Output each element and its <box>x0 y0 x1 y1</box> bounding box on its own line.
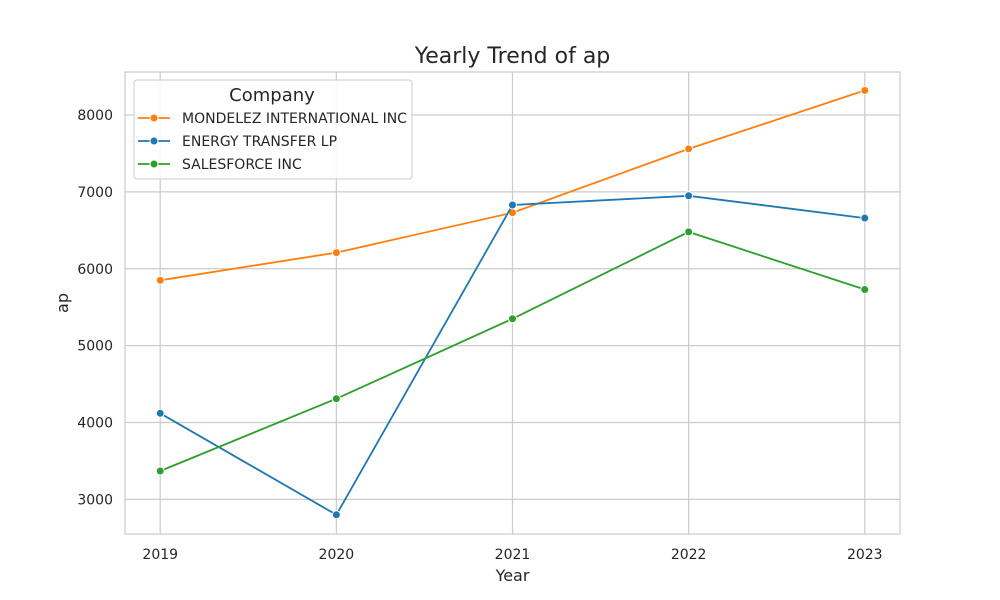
legend: Company MONDELEZ INTERNATIONAL INC ENERGY… <box>133 79 413 180</box>
legend-item: SALESFORCE INC <box>138 157 302 173</box>
legend-marker-swatch <box>149 159 159 169</box>
y-axis-label: ap <box>53 293 72 313</box>
data-point <box>508 314 517 324</box>
y-tick-label: 5000 <box>77 339 113 355</box>
y-tick-label: 8000 <box>77 108 113 124</box>
data-point <box>155 275 165 285</box>
data-point <box>331 394 341 404</box>
legend-label: ENERGY TRANSFER LP <box>182 134 337 150</box>
chart-title: Yearly Trend of ap <box>414 44 611 69</box>
data-point <box>684 144 694 154</box>
legend-items: MONDELEZ INTERNATIONAL INC ENERGY TRANSFE… <box>138 111 407 173</box>
data-point <box>331 510 341 520</box>
x-tick-label: 2019 <box>142 547 178 563</box>
data-point <box>860 213 870 223</box>
legend-label: MONDELEZ INTERNATIONAL INC <box>182 111 407 127</box>
legend-item: MONDELEZ INTERNATIONAL INC <box>138 111 407 127</box>
data-point <box>860 85 870 95</box>
y-tick-label: 4000 <box>77 416 113 432</box>
y-tick-label: 6000 <box>77 262 113 278</box>
legend-label: SALESFORCE INC <box>182 157 302 173</box>
data-point <box>155 466 165 476</box>
series-mondelez-international-inc <box>155 85 870 285</box>
data-point <box>508 200 517 210</box>
y-tick-label: 7000 <box>77 185 113 201</box>
x-tick-label: 2023 <box>847 547 883 563</box>
data-point <box>860 285 870 295</box>
x-tick-label: 2020 <box>319 547 355 563</box>
legend-item: ENERGY TRANSFER LP <box>138 134 337 150</box>
series-salesforce-inc <box>155 227 870 476</box>
tick-labels: 3000 4000 5000 6000 7000 8000 2019 2020 2021 2022… <box>77 108 882 563</box>
series-layer <box>155 85 870 520</box>
data-point <box>331 248 341 258</box>
y-tick-label: 3000 <box>77 492 113 508</box>
x-tick-label: 2021 <box>495 547 531 563</box>
x-tick-label: 2022 <box>671 547 707 563</box>
data-point <box>684 227 694 237</box>
data-point <box>155 408 165 418</box>
legend-marker-swatch <box>149 113 159 123</box>
series-energy-transfer-lp <box>155 191 870 520</box>
plot-frame <box>124 71 901 535</box>
legend-marker-swatch <box>149 136 159 146</box>
data-point <box>684 191 694 201</box>
x-axis-label: Year <box>495 566 530 585</box>
legend-title: Company <box>229 85 315 106</box>
legend-box <box>133 79 413 180</box>
